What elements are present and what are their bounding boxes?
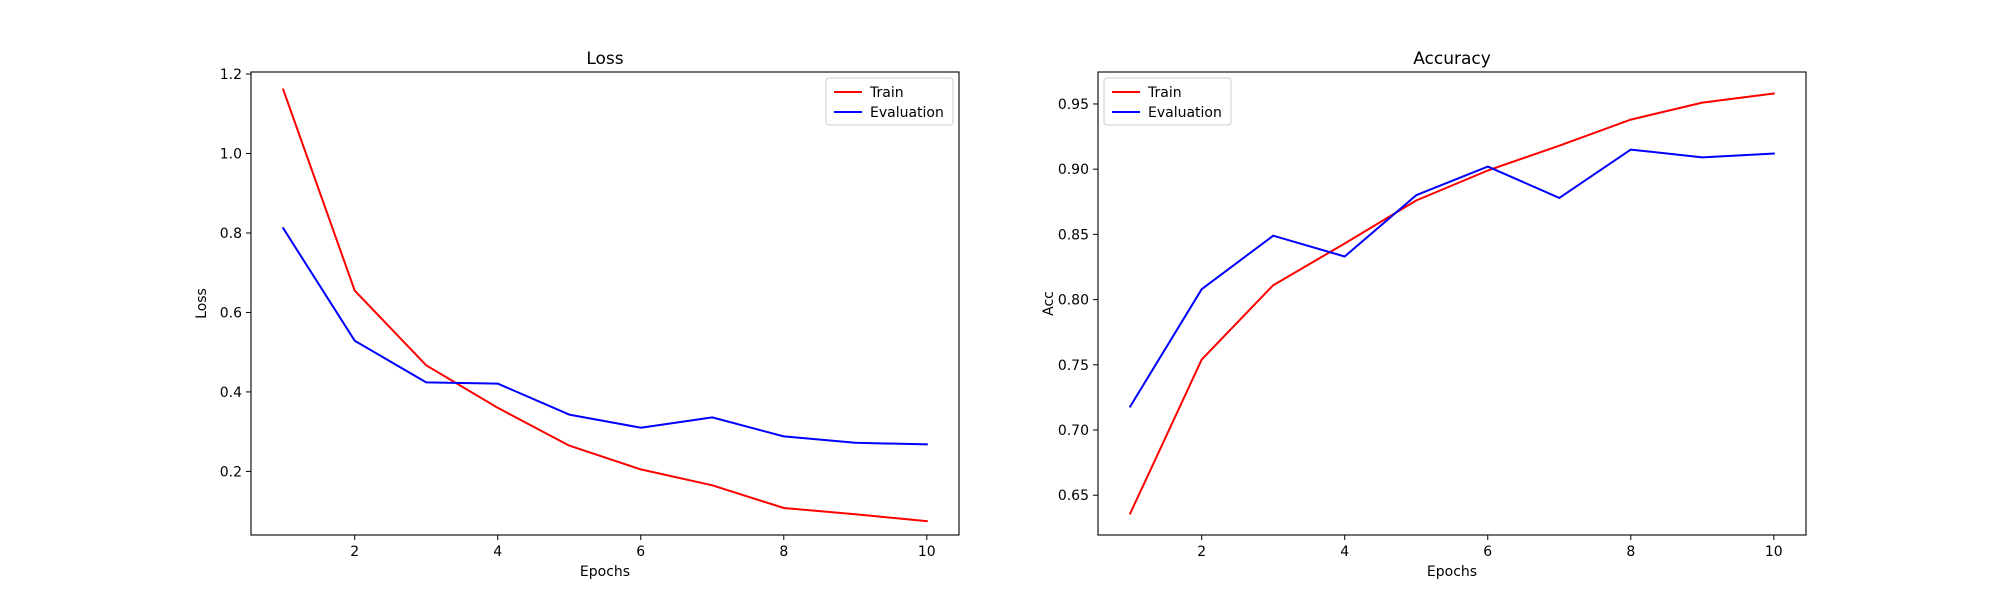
chart-1: 2 4 6 8 10 0.2 0.4 0.6 0.8 1.0 1.2 Loss Epochs Loss Tr… xyxy=(194,49,960,580)
legend-box xyxy=(1103,77,1232,126)
legend: Train Evaluation xyxy=(1103,77,1232,126)
chart-title: Loss xyxy=(586,49,623,69)
y-tick-label: 0.80 xyxy=(1058,293,1089,309)
plot-frame xyxy=(250,71,960,536)
y-tick-label: 1.2 xyxy=(220,67,242,83)
y-tick-label: 0.8 xyxy=(220,226,242,242)
y-tick-label: 0.75 xyxy=(1058,358,1089,374)
x-tick-label: 2 xyxy=(1197,544,1206,560)
series-line-evaluation xyxy=(281,226,928,446)
legend-label-evaluation: Evaluation xyxy=(1148,105,1222,121)
x-tick-label: 6 xyxy=(636,544,645,560)
x-tick-label: 6 xyxy=(1483,544,1492,560)
chart-2: 2 4 6 8 10 0.65 0.70 0.75 0.80 0.85 0.90 0.95 Accura… xyxy=(1041,49,1807,580)
y-tick-label: 0.85 xyxy=(1058,227,1089,243)
legend: Train Evaluation xyxy=(825,77,954,126)
legend-box xyxy=(825,77,954,126)
y-tick-label: 0.70 xyxy=(1058,423,1089,439)
legend-label-evaluation: Evaluation xyxy=(870,105,944,121)
y-tick-label: 0.65 xyxy=(1058,488,1089,504)
y-axis-label: Acc xyxy=(1041,291,1057,316)
series-line-train xyxy=(1128,92,1775,515)
x-tick-label: 8 xyxy=(1626,544,1635,560)
y-tick-label: 0.6 xyxy=(220,305,242,321)
series-line-train xyxy=(281,88,928,523)
y-tick-label: 0.90 xyxy=(1058,162,1089,178)
x-tick-label: 8 xyxy=(779,544,788,560)
x-tick-label: 4 xyxy=(1340,544,1349,560)
y-tick-label: 1.0 xyxy=(220,146,242,162)
y-axis-label: Loss xyxy=(194,288,210,319)
x-tick-label: 2 xyxy=(350,544,359,560)
x-tick-label: 4 xyxy=(493,544,502,560)
x-tick-label: 10 xyxy=(1765,544,1783,560)
plot-frame xyxy=(1097,71,1807,536)
series-line-evaluation xyxy=(1128,148,1775,408)
chart-title: Accuracy xyxy=(1413,49,1491,69)
legend-label-train: Train xyxy=(869,85,904,101)
y-tick-label: 0.95 xyxy=(1058,97,1089,113)
y-tick-label: 0.4 xyxy=(220,385,242,401)
y-tick-label: 0.2 xyxy=(220,464,242,480)
x-tick-label: 10 xyxy=(918,544,936,560)
x-axis-label: Epochs xyxy=(1427,564,1477,580)
x-axis-label: Epochs xyxy=(580,564,630,580)
legend-label-train: Train xyxy=(1147,85,1182,101)
